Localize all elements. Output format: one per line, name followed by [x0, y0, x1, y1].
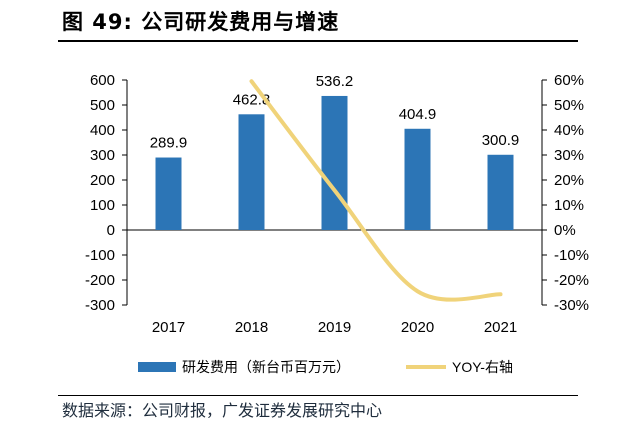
x-tick-label: 2021: [484, 319, 517, 336]
bar: [404, 128, 431, 230]
left-tick-label: 300: [90, 147, 115, 164]
bar-data-label: 404.9: [399, 106, 437, 123]
left-tick-label: 400: [90, 122, 115, 139]
left-tick-label: 100: [90, 197, 115, 214]
x-axis-ticks: 2017 2018 2019 2020 2021: [152, 319, 517, 336]
legend-label-bar: 研发费用（新台币百万元）: [182, 359, 350, 375]
x-tick-label: 2018: [235, 319, 268, 336]
right-tick-label: 30%: [554, 147, 584, 164]
yoy-line: [249, 79, 503, 302]
left-tick-label: 600: [90, 72, 115, 89]
x-tick-label: 2017: [152, 319, 185, 336]
left-tick-label: -100: [85, 247, 115, 264]
bar-series: [155, 95, 514, 230]
right-tick-label: 50%: [554, 97, 584, 114]
title-rule: [58, 40, 578, 42]
source-note: 数据来源：公司财报，广发证券发展研究中心: [62, 401, 383, 420]
left-tick-label: -300: [85, 297, 115, 314]
figure-title: 图 49: 公司研发费用与增速: [62, 10, 340, 34]
yoy-line-series: [249, 79, 503, 302]
left-axis-ticks: 600 500 400 300 200 100 0 -100 -200 -300: [85, 72, 127, 314]
legend-label-line: YOY-右轴: [452, 359, 513, 375]
left-tick-label: 500: [90, 97, 115, 114]
bar-data-label: 300.9: [482, 132, 520, 149]
right-tick-label: 60%: [554, 72, 584, 89]
left-tick-label: -200: [85, 272, 115, 289]
right-tick-label: -30%: [554, 297, 589, 314]
left-tick-label: 200: [90, 172, 115, 189]
left-tick-label: 0: [107, 222, 115, 239]
right-tick-label: -10%: [554, 247, 589, 264]
x-tick-label: 2019: [318, 319, 351, 336]
right-tick-label: 0%: [554, 222, 576, 239]
legend: 研发费用（新台币百万元） YOY-右轴: [138, 359, 513, 375]
legend-swatch-bar: [138, 362, 176, 372]
bar: [321, 95, 348, 230]
bar: [155, 157, 182, 230]
source-rule: [58, 395, 578, 396]
chart: 600 500 400 300 200 100 0 -100 -200 -300 60% 50% 40…: [85, 72, 589, 375]
bar: [238, 114, 265, 230]
bar: [487, 154, 514, 230]
right-tick-label: 20%: [554, 172, 584, 189]
right-tick-label: -20%: [554, 272, 589, 289]
bar-data-label: 536.2: [316, 73, 354, 90]
right-axis-ticks: 60% 50% 40% 30% 20% 10% 0% -10% -20% -30%: [542, 72, 589, 314]
right-tick-label: 40%: [554, 122, 584, 139]
right-tick-label: 10%: [554, 197, 584, 214]
bar-data-label: 289.9: [150, 135, 188, 152]
x-tick-label: 2020: [401, 319, 434, 336]
